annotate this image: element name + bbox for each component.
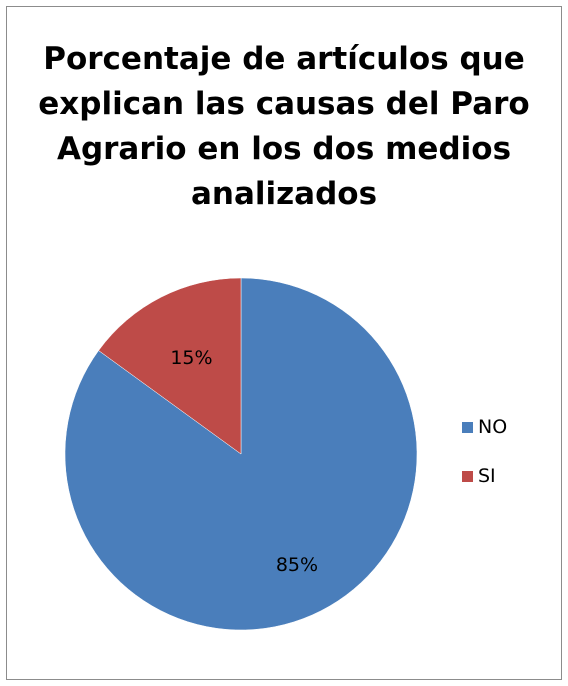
data-label-no: 85%: [276, 554, 318, 576]
legend-swatch-no: [462, 422, 473, 433]
data-label-si: 15%: [170, 347, 212, 369]
pie-data-labels: 85% 15%: [170, 347, 318, 576]
legend: NO SI: [462, 416, 507, 487]
chart-title: Porcentaje de artículos que explican las…: [38, 41, 530, 212]
pie-slices: [64, 277, 418, 631]
legend-swatch-si: [462, 471, 473, 482]
legend-label-no: NO: [478, 416, 507, 438]
pie-slice-si: [98, 277, 242, 455]
pie-slice-no: [64, 277, 418, 631]
legend-label-si: SI: [478, 465, 496, 487]
